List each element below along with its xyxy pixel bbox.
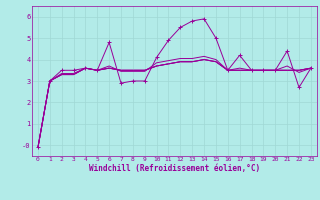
X-axis label: Windchill (Refroidissement éolien,°C): Windchill (Refroidissement éolien,°C)	[89, 164, 260, 173]
